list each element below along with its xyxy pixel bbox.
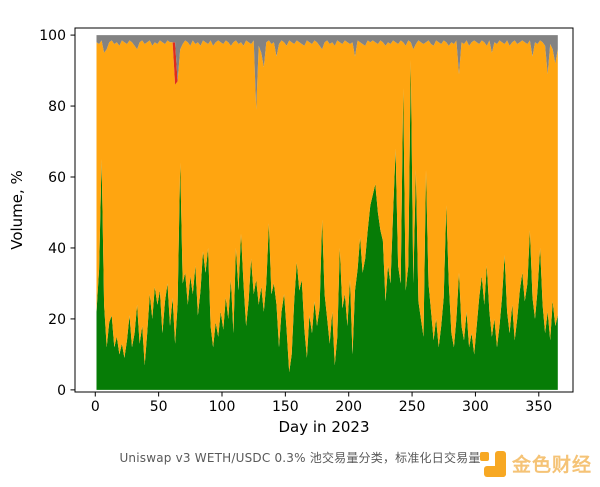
logo-vertical-bar <box>494 450 506 477</box>
y-tick-label: 0 <box>57 383 66 399</box>
x-tick-label: 100 <box>209 399 236 415</box>
jinse-finance-logo-icon <box>479 450 506 477</box>
x-tick-label: 200 <box>335 399 362 415</box>
watermark-brand-text: 金色财经 <box>511 454 592 476</box>
y-tick-label: 80 <box>48 99 66 115</box>
plot-frame <box>74 27 574 393</box>
logo-square <box>479 451 489 461</box>
chart-caption: Uniswap v3 WETH/USDC 0.3% 池交易量分类，标准化日交易量 <box>119 451 481 465</box>
x-tick-label: 250 <box>399 399 426 415</box>
x-tick-label: 0 <box>91 399 100 415</box>
x-tick-label: 300 <box>462 399 489 415</box>
y-tick-label: 100 <box>39 28 66 44</box>
y-axis-label: Volume, % <box>8 170 26 250</box>
x-tick-label: 350 <box>525 399 552 415</box>
y-tick-label: 60 <box>48 170 66 186</box>
gray-series-area <box>96 35 558 110</box>
x-tick-label: 50 <box>150 399 168 415</box>
y-tick-label: 20 <box>48 312 66 328</box>
orange-series-area <box>96 40 558 373</box>
green-series-area <box>96 59 558 390</box>
y-tick-label: 40 <box>48 241 66 257</box>
x-tick-label: 150 <box>272 399 299 415</box>
volume-stacked-area-chart: 0 50 100 150 200 250 300 350 0 20 40 60 80 100 Day in … <box>8 27 574 436</box>
logo-horizontal-bar <box>483 465 506 477</box>
watermark: 金色财经 <box>479 450 592 477</box>
x-axis-label: Day in 2023 <box>278 418 369 436</box>
